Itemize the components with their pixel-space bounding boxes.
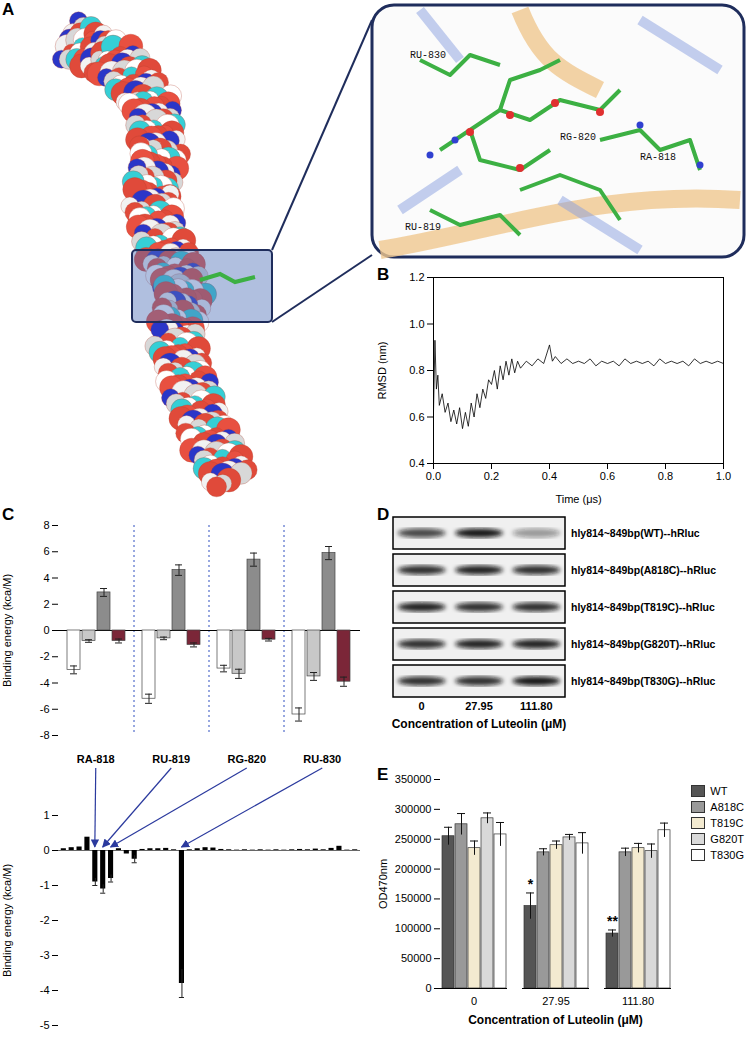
svg-text:0.0: 0.0 — [426, 470, 441, 482]
svg-text:RU-830: RU-830 — [303, 753, 341, 765]
svg-text:0.6: 0.6 — [409, 411, 424, 423]
svg-text:hly814~849bp(WT)--hRluc: hly814~849bp(WT)--hRluc — [571, 527, 700, 539]
html-text:G820T: G820T — [710, 833, 744, 845]
html-text:Concentration of Luteolin (μM): Concentration of Luteolin (μM) — [468, 1013, 643, 1027]
svg-text:0: 0 — [419, 700, 425, 712]
svg-text:-2: -2 — [40, 914, 50, 926]
svg-text:100000: 100000 — [395, 922, 432, 934]
svg-text:RU-819: RU-819 — [152, 753, 190, 765]
svg-text:RU-819: RU-819 — [405, 222, 441, 233]
svg-text:0.8: 0.8 — [658, 470, 673, 482]
svg-text:0: 0 — [43, 844, 49, 856]
svg-text:RG-820: RG-820 — [227, 753, 266, 765]
html-text:A818C: A818C — [710, 801, 744, 813]
svg-text:-4: -4 — [40, 677, 50, 689]
svg-text:-1: -1 — [40, 879, 50, 891]
html-text:C: C — [2, 505, 15, 524]
svg-text:RG-820: RG-820 — [560, 132, 596, 143]
svg-text:-5: -5 — [40, 1019, 50, 1031]
svg-text:111.80: 111.80 — [520, 700, 552, 712]
svg-text:1.2: 1.2 — [409, 271, 424, 283]
html-text:WT: WT — [710, 785, 728, 797]
svg-text:**: ** — [607, 913, 618, 929]
svg-text:RU-830: RU-830 — [410, 50, 446, 61]
svg-text:Binding energy (kca/M): Binding energy (kca/M) — [1, 574, 13, 687]
svg-text:0.2: 0.2 — [484, 470, 499, 482]
svg-text:50000: 50000 — [401, 952, 432, 964]
html-text:E: E — [377, 765, 389, 784]
svg-text:-3: -3 — [40, 949, 50, 961]
svg-text:Binding energy (kca/M): Binding energy (kca/M) — [1, 864, 13, 977]
html-text:A: A — [2, 0, 15, 19]
svg-text:0: 0 — [43, 624, 49, 636]
svg-text:8: 8 — [43, 519, 49, 531]
svg-text:Time (μs): Time (μs) — [555, 493, 601, 505]
svg-text:6: 6 — [43, 545, 49, 557]
svg-text:OD470nm: OD470nm — [377, 859, 389, 909]
svg-text:0.4: 0.4 — [542, 470, 557, 482]
svg-text:350000: 350000 — [395, 773, 432, 785]
svg-text:250000: 250000 — [395, 833, 432, 845]
svg-text:150000: 150000 — [395, 892, 432, 904]
svg-text:300000: 300000 — [395, 803, 432, 815]
svg-text:1: 1 — [43, 809, 49, 821]
svg-text:hly814~849bp(A818C)--hRluc: hly814~849bp(A818C)--hRluc — [571, 564, 716, 576]
svg-text:0.4: 0.4 — [409, 457, 424, 469]
svg-text:-4: -4 — [40, 984, 50, 996]
svg-text:-6: -6 — [40, 703, 50, 715]
svg-text:1.0: 1.0 — [409, 318, 424, 330]
svg-text:RMSD (nm): RMSD (nm) — [376, 341, 388, 399]
html-text:B: B — [377, 265, 390, 284]
svg-text:-2: -2 — [40, 650, 50, 662]
svg-text:RA-818: RA-818 — [640, 152, 676, 163]
svg-text:hly814~849bp(T819C)--hRluc: hly814~849bp(T819C)--hRluc — [571, 601, 715, 613]
svg-text:Concentration of Luteolin (μM): Concentration of Luteolin (μM) — [392, 717, 567, 731]
svg-text:hly814~849bp(G820T)--hRluc: hly814~849bp(G820T)--hRluc — [571, 638, 716, 650]
svg-text:1.0: 1.0 — [716, 470, 731, 482]
svg-text:RA-818: RA-818 — [77, 753, 115, 765]
svg-text:200000: 200000 — [395, 863, 432, 875]
svg-text:hly814~849bp(T830G)--hRluc: hly814~849bp(T830G)--hRluc — [571, 675, 716, 687]
html-text:T819C: T819C — [710, 817, 744, 829]
svg-text:*: * — [528, 876, 534, 892]
svg-text:2: 2 — [43, 598, 49, 610]
svg-text:-8: -8 — [40, 729, 50, 741]
svg-text:0.8: 0.8 — [409, 364, 424, 376]
svg-text:4: 4 — [43, 572, 49, 584]
svg-text:0: 0 — [471, 995, 477, 1007]
html-text:D: D — [377, 505, 390, 524]
html-text:T830G: T830G — [710, 849, 744, 861]
svg-text:27.95: 27.95 — [542, 995, 570, 1007]
svg-text:0: 0 — [425, 982, 431, 994]
svg-text:111.80: 111.80 — [622, 995, 654, 1007]
svg-text:27.95: 27.95 — [465, 700, 493, 712]
svg-text:0.6: 0.6 — [600, 470, 615, 482]
